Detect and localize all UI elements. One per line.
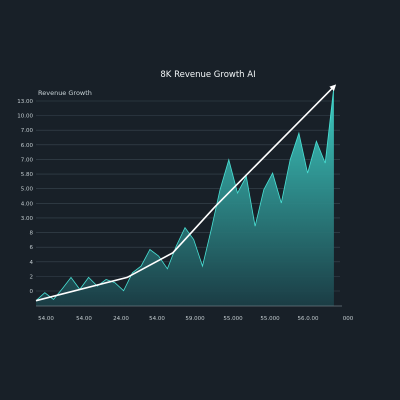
y-tick-label: 8 xyxy=(30,231,34,237)
y-tick-label: 6.00 xyxy=(21,143,34,149)
y-tick-label: 10.00 xyxy=(17,114,33,120)
area-series xyxy=(36,86,334,306)
y-tick-label: 2 xyxy=(30,274,34,280)
y-axis-label: Revenue Growth xyxy=(38,89,92,97)
x-tick-labels: 54.00 54.00 24.00 54.00 59.000 55.000 55.000 56… xyxy=(38,316,354,322)
y-tick-label: 4 xyxy=(30,260,34,266)
y-tick-label: 4.00 xyxy=(21,201,34,207)
x-tick-label: 54.00 xyxy=(76,316,92,322)
y-tick-label: 3.00 xyxy=(21,216,34,222)
y-tick-label: 7.00 xyxy=(21,157,34,163)
x-tick-label: 000 xyxy=(343,316,354,322)
trend-line-arrow xyxy=(35,84,337,302)
y-tick-label: 5.00 xyxy=(21,187,34,193)
area-series-outline xyxy=(35,86,335,301)
x-tick-label: 55.000 xyxy=(223,316,243,322)
y-tick-label: 0 xyxy=(30,289,34,295)
x-tick-label: 24.00 xyxy=(113,316,129,322)
x-tick-label: 54.00 xyxy=(38,316,54,322)
y-tick-label: 6 xyxy=(30,245,34,251)
y-tick-label: 5.80 xyxy=(21,172,34,178)
y-tick-label: 13.00 xyxy=(17,99,33,105)
x-tick-label: 56.0.00 xyxy=(298,316,319,322)
x-tick-label: 54.00 xyxy=(149,316,165,322)
x-tick-label: 55.000 xyxy=(260,316,280,322)
y-tick-labels: 0 2 4 6 8 3.00 4.00 5.00 5.80 7.00 6.00 7.00 10.00 13… xyxy=(17,99,33,295)
x-tick-label: 59.000 xyxy=(185,316,205,322)
y-tick-label: 7.00 xyxy=(21,128,34,134)
chart-title: 8K Revenue Growth AI xyxy=(160,70,255,80)
